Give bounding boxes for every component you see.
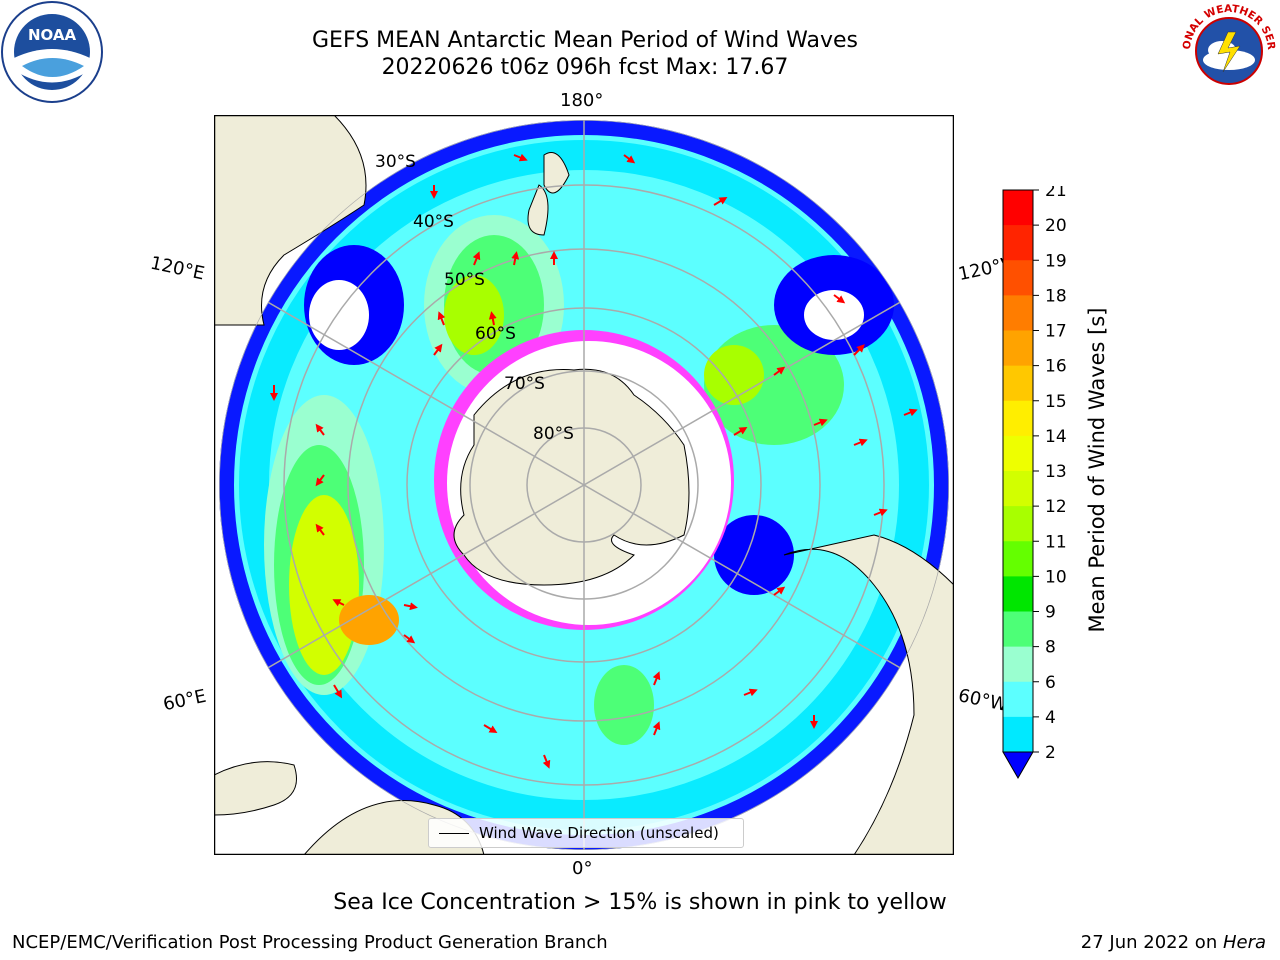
arrow	[652, 721, 661, 736]
footer-date-text: 27 Jun 2022 on	[1080, 932, 1223, 953]
graticule	[219, 120, 949, 850]
colorbar-block	[1003, 611, 1033, 648]
map-border	[214, 115, 954, 855]
arrow	[472, 251, 481, 266]
lat-label-70s: 70°S	[504, 374, 545, 394]
colorbar-block	[1003, 225, 1033, 261]
colorbar-tick-label: 15	[1045, 392, 1067, 412]
colorbar-block	[1003, 541, 1033, 577]
colorbar-label: Mean Period of Wind Waves [s]	[1085, 308, 1109, 633]
arrow	[483, 724, 498, 734]
madagascar-landmass	[214, 761, 297, 816]
colorbar-block	[1003, 400, 1033, 437]
colorbar-block	[1003, 506, 1033, 542]
lon-label-60e: 60°E	[161, 685, 208, 716]
colorbar-tick-label: 9	[1045, 603, 1056, 623]
colorbar: 21 20 19 18 17 16 15 14 13 12 11 10 9 8 6 4 2 Mean Perio…	[1002, 186, 1109, 780]
colorbar-block	[1003, 716, 1033, 753]
polar-map	[214, 115, 954, 855]
arrow	[853, 344, 865, 356]
lat-label-30s: 30°S	[375, 152, 416, 172]
lat-label-80s: 80°S	[533, 424, 574, 444]
nws-logo: NATIONAL WEATHER SERVICE	[1178, 0, 1278, 100]
colorbar-tick-label: 8	[1045, 638, 1056, 658]
arrow	[873, 508, 888, 517]
south-america-landmass	[783, 534, 954, 855]
colorbar-tick-label: 18	[1045, 286, 1067, 306]
colorbar-block	[1003, 576, 1033, 612]
colorbar-extend-triangle	[1002, 751, 1034, 780]
arrow	[333, 684, 343, 699]
colorbar-tick-label: 14	[1045, 427, 1067, 447]
colorbar-block	[1003, 190, 1033, 226]
colorbar-tick-label: 12	[1045, 497, 1067, 517]
arrow	[403, 602, 418, 611]
colorbar-tick-label: 4	[1045, 708, 1056, 728]
arrow	[511, 251, 520, 266]
footer-credit: NCEP/EMC/Verification Post Processing Pr…	[12, 932, 608, 953]
colorbar-tick-label: 20	[1045, 216, 1067, 236]
arrow	[903, 408, 918, 417]
arrow	[437, 311, 446, 326]
arrow	[542, 754, 551, 769]
noaa-logo: NOAA	[1, 1, 103, 103]
arrow	[652, 671, 661, 686]
arrow	[833, 294, 846, 304]
legend-line-swatch	[439, 832, 469, 834]
noaa-logo-text: NOAA	[28, 26, 77, 44]
chart-subtitle: 20220626 t06z 096h fcst Max: 17.67	[381, 55, 789, 80]
legend-label: Wind Wave Direction (unscaled)	[479, 824, 719, 842]
arrow	[813, 418, 828, 427]
australia-landmass	[214, 115, 367, 326]
colorbar-tick-label: 11	[1045, 532, 1067, 552]
colorbar-block	[1003, 330, 1033, 367]
arrow	[773, 586, 786, 596]
arrow	[733, 426, 748, 436]
arrow	[743, 688, 758, 697]
colorbar-tick-label: 10	[1045, 567, 1067, 587]
colorbar-tick-label: 2	[1045, 743, 1056, 763]
new-zealand-landmass	[527, 152, 570, 236]
colorbar-block	[1003, 681, 1033, 718]
arrow	[513, 153, 528, 162]
lat-label-50s: 50°S	[444, 270, 485, 290]
colorbar-block	[1003, 365, 1033, 402]
arrow	[433, 343, 443, 356]
lon-label-120e: 120°E	[148, 252, 207, 285]
arrow	[488, 311, 497, 326]
lon-label-0: 0°	[572, 858, 593, 879]
colorbar-tick-label: 16	[1045, 357, 1067, 377]
arrow	[713, 196, 728, 206]
lat-label-40s: 40°S	[413, 212, 454, 232]
lon-label-180: 180°	[560, 90, 604, 111]
arrow	[623, 154, 636, 164]
colorbar-tick-label: 13	[1045, 462, 1067, 482]
colorbar-tick-label: 21	[1045, 186, 1067, 201]
footer-machine: Hera	[1222, 932, 1266, 953]
arrow	[315, 423, 325, 436]
arrow	[403, 634, 416, 644]
map-legend: Wind Wave Direction (unscaled)	[428, 818, 744, 848]
colorbar-ticks: 21 20 19 18 17 16 15 14 13 12 11 10 9 8 6 4 2	[1033, 186, 1067, 763]
colorbar-block	[1003, 260, 1033, 296]
colorbar-tick-label: 6	[1045, 673, 1056, 693]
arrow	[315, 474, 325, 487]
colorbar-block	[1003, 646, 1033, 683]
colorbar-blocks	[1002, 189, 1034, 780]
lat-label-60s: 60°S	[475, 324, 516, 344]
colorbar-tick-label: 19	[1045, 251, 1067, 271]
sea-ice-note: Sea Ice Concentration > 15% is shown in …	[333, 890, 947, 915]
arrow	[332, 599, 345, 607]
arrow	[853, 438, 868, 447]
colorbar-block	[1003, 295, 1033, 331]
chart-title: GEFS MEAN Antarctic Mean Period of Wind …	[312, 28, 858, 53]
footer-date: 27 Jun 2022 on Hera	[1081, 932, 1266, 953]
arrow	[315, 523, 325, 536]
colorbar-tick-label: 17	[1045, 322, 1067, 342]
arrow	[773, 366, 786, 376]
wind-arrows	[270, 153, 918, 769]
colorbar-block	[1003, 435, 1033, 472]
colorbar-block	[1003, 471, 1033, 507]
